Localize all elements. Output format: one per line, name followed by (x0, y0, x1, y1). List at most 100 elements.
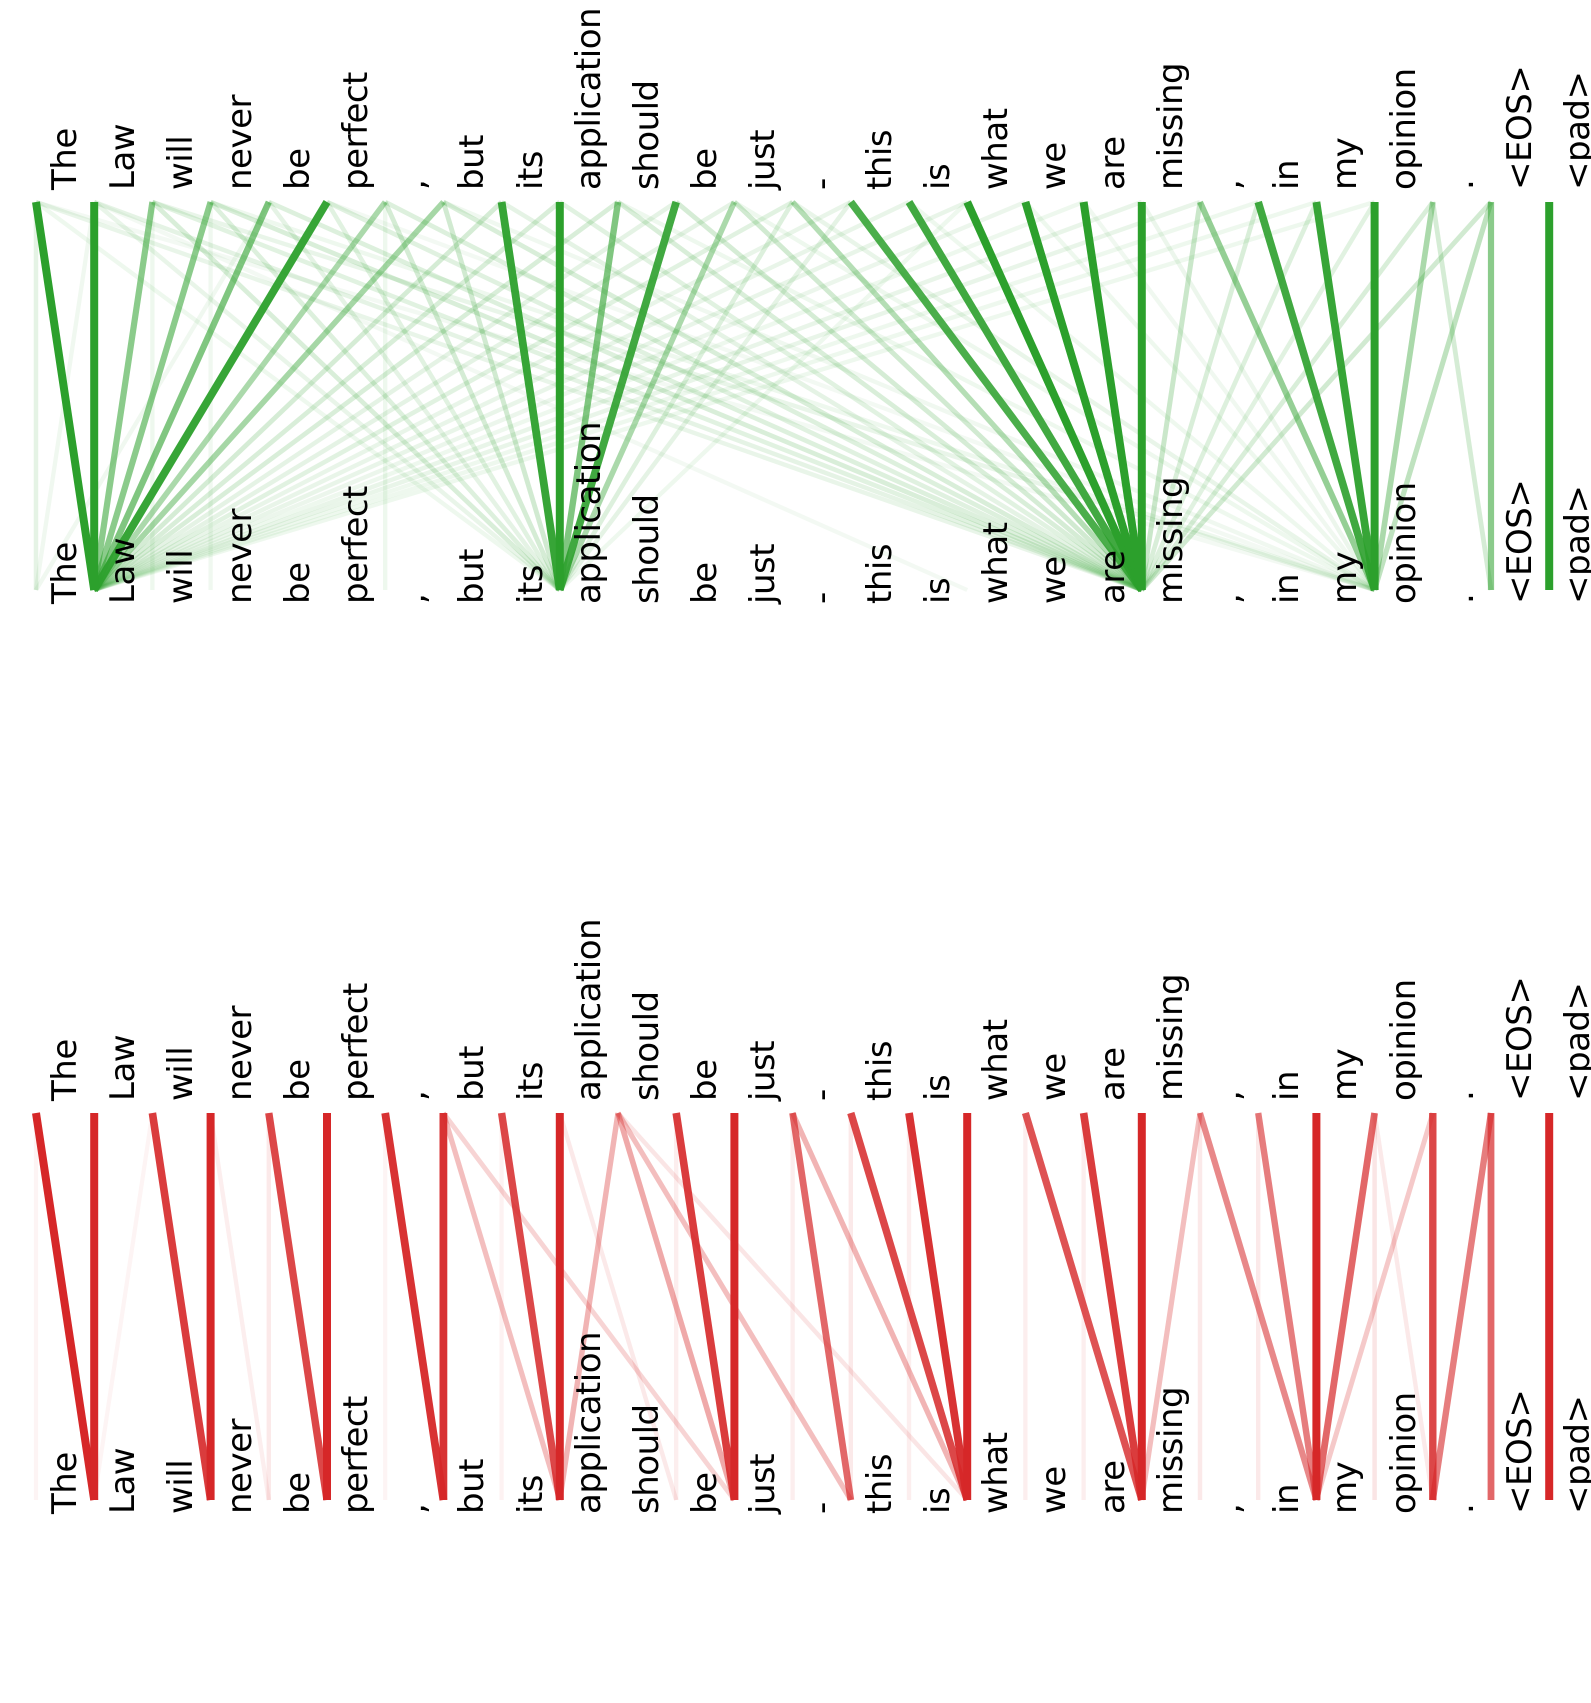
token-label-red-bottom-26: <pad> (1558, 1395, 1591, 1514)
attention-link (1313, 1112, 1378, 1501)
token-label-red-bottom-24: . (1441, 1503, 1482, 1514)
token-label-green-top-22: my (1325, 137, 1366, 190)
token-label-red-bottom-5: perfect (336, 1396, 376, 1514)
token-label-red-top-0: The (45, 1039, 85, 1101)
attention-link (497, 201, 564, 591)
token-label-green-bottom-4: be (277, 562, 318, 605)
attention-link (1079, 1112, 1146, 1501)
token-label-red-bottom-9: application (568, 1331, 609, 1514)
token-label-green-bottom-9: application (568, 421, 609, 604)
attention-link (1139, 201, 1261, 591)
token-label-red-bottom-22: my (1325, 1461, 1366, 1514)
attention-link (557, 1112, 679, 1501)
token-label-green-bottom-14: this (859, 543, 900, 604)
attention-link (1429, 1112, 1495, 1501)
token-label-green-top-2: will (161, 135, 202, 190)
attention-link (790, 1111, 970, 1502)
attention-link (1021, 1111, 1146, 1502)
token-label-red-top-3: never (219, 1006, 260, 1101)
token-label-red-bottom-2: will (161, 1459, 202, 1514)
token-label-red-bottom-25: <EOS> (1500, 1389, 1540, 1514)
token-label-red-top-4: be (277, 1059, 318, 1102)
token-label-red-top-12: just (743, 1040, 784, 1101)
token-label-green-bottom-23: opinion (1383, 482, 1424, 604)
token-label-red-bottom-21: in (1267, 1484, 1308, 1514)
token-label-green-top-19: missing (1150, 62, 1191, 190)
attention-link (325, 200, 562, 592)
attention-link (441, 201, 563, 591)
token-label-red-top-11: be (685, 1059, 726, 1102)
token-label-red-bottom-1: Law (103, 1447, 144, 1514)
token-label-red-bottom-6: , (394, 1503, 435, 1514)
attention-link (150, 200, 562, 592)
attention-link (34, 200, 562, 592)
token-label-green-top-14: this (859, 129, 900, 190)
token-label-red-top-15: is (918, 1074, 958, 1101)
token-label-green-top-26: <pad> (1558, 71, 1591, 190)
attention-link (265, 1112, 331, 1501)
attention-link (1139, 201, 1203, 591)
token-label-green-top-4: be (277, 148, 318, 191)
attention-link (1081, 200, 1377, 592)
token-label-green-bottom-26: <pad> (1558, 485, 1591, 604)
token-label-green-bottom-10: should (627, 494, 667, 604)
token-label-green-top-25: <EOS> (1500, 65, 1540, 190)
token-label-red-top-17: we (1034, 1053, 1075, 1101)
token-label-green-bottom-11: be (685, 562, 726, 605)
token-label-red-top-13: - (801, 1089, 842, 1101)
token-label-red-bottom-11: be (685, 1472, 726, 1515)
token-label-red-bottom-8: its (510, 1475, 551, 1514)
attention-link (93, 200, 910, 592)
token-label-red-bottom-12: just (743, 1453, 784, 1514)
token-label-green-top-3: never (219, 95, 260, 190)
token-label-red-bottom-19: missing (1150, 1386, 1191, 1514)
token-label-red-bottom-10: should (627, 1404, 667, 1514)
token-label-green-top-12: just (743, 129, 784, 190)
token-label-red-top-22: my (1325, 1048, 1366, 1101)
attention-link (615, 1112, 738, 1501)
attention-link (1021, 200, 1146, 592)
attention-panel-red: The Law will never be perfect, but its applicati… (0, 851, 1591, 1703)
token-label-green-bottom-19: missing (1150, 476, 1191, 604)
token-label-red-top-21: in (1267, 1071, 1308, 1101)
token-label-green-top-9: application (568, 7, 609, 190)
token-label-red-top-2: will (161, 1046, 202, 1101)
attention-link (1139, 200, 1377, 592)
token-label-red-bottom-16: what (976, 1432, 1017, 1514)
token-label-red-top-24: . (1441, 1090, 1482, 1101)
token-label-red-top-19: missing (1150, 973, 1191, 1101)
token-label-red-bottom-3: never (219, 1419, 260, 1514)
attention-link (905, 1112, 972, 1501)
attention-link (151, 199, 1376, 593)
token-label-green-top-6: , (394, 179, 435, 190)
attention-link (1312, 201, 1379, 591)
attention-link (92, 200, 562, 592)
attention-link (208, 1112, 271, 1501)
token-label-green-bottom-2: will (161, 549, 202, 604)
attention-link (90, 199, 331, 593)
attention-link (93, 199, 1376, 593)
token-label-green-bottom-12: just (743, 543, 784, 604)
attention-links-green (32, 199, 1554, 593)
token-label-green-top-0: The (45, 128, 85, 190)
token-label-red-bottom-7: but (452, 1459, 493, 1514)
token-label-red-bottom-13: - (801, 1502, 842, 1514)
attention-link (32, 1112, 99, 1501)
token-label-red-top-9: application (568, 918, 609, 1101)
attention-link (497, 1112, 564, 1501)
token-label-red-top-14: this (859, 1040, 900, 1101)
attention-link (789, 1112, 855, 1501)
token-label-red-bottom-17: we (1034, 1466, 1075, 1514)
token-label-green-bottom-8: its (510, 565, 551, 604)
attention-link (93, 199, 1201, 593)
attention-link (674, 200, 1144, 592)
token-label-green-bottom-18: are (1092, 550, 1133, 604)
token-label-green-top-23: opinion (1383, 68, 1424, 190)
token-label-green-top-1: Law (103, 123, 144, 190)
token-label-green-bottom-13: - (801, 592, 842, 604)
attention-link (732, 200, 1144, 592)
attention-link (1197, 1112, 1320, 1501)
token-label-red-bottom-4: be (277, 1472, 318, 1515)
token-label-red-top-26: <pad> (1558, 982, 1591, 1101)
token-label-green-bottom-3: never (219, 509, 260, 604)
